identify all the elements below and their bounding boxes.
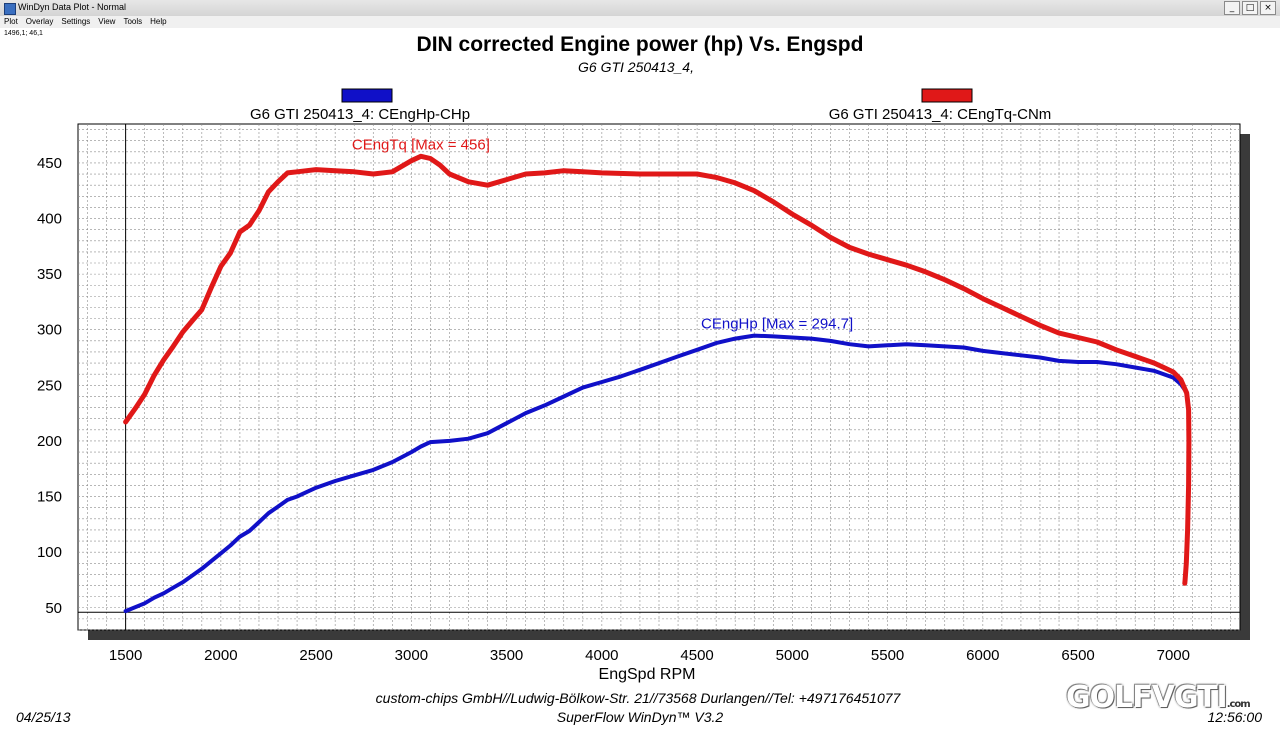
watermark-slash: V — [1151, 680, 1175, 715]
y-tick-label: 250 — [37, 377, 62, 394]
app-icon — [4, 3, 16, 15]
menu-bar: Plot Overlay Settings View Tools Help — [0, 16, 1280, 28]
series-line-tq — [123, 153, 1192, 586]
x-axis-label: EngSpd RPM — [599, 666, 696, 683]
x-tick-label: 5500 — [871, 647, 904, 664]
x-tick-label: 1500 — [109, 647, 142, 664]
series-annotations: CEngHp [Max = 294.7] CEngTq [Max = 456] — [352, 137, 853, 333]
x-tick-label: 6000 — [966, 647, 999, 664]
y-tick-label: 200 — [37, 433, 62, 450]
watermark-golf: GOLF — [1066, 680, 1153, 715]
menu-view[interactable]: View — [98, 17, 116, 26]
x-tick-label: 3500 — [490, 647, 523, 664]
annotation-hp-max: CEngHp [Max = 294.7] — [701, 316, 853, 333]
y-tick-label: 450 — [37, 155, 62, 172]
footer-company: custom-chips GmbH//Ludwig-Bölkow-Str. 21… — [376, 690, 902, 706]
x-tick-label: 6500 — [1061, 647, 1094, 664]
x-tick-label: 4000 — [585, 647, 618, 664]
cursor-coordinate-readout: 1496,1; 46,1 — [4, 30, 43, 37]
series-line-hp — [123, 333, 1189, 614]
y-tick-label: 100 — [37, 544, 62, 561]
watermark-brand: GTI — [1173, 680, 1228, 715]
x-tick-label: 2000 — [204, 647, 237, 664]
x-tick-label: 5000 — [776, 647, 809, 664]
footer-software: SuperFlow WinDyn™ V3.2 — [557, 709, 724, 725]
legend-swatch-tq — [921, 88, 973, 103]
x-tick-label: 3000 — [395, 647, 428, 664]
maximize-button[interactable]: □ — [1242, 1, 1258, 15]
chart-title: DIN corrected Engine power (hp) Vs. Engs… — [417, 33, 864, 56]
annotation-tq-max: CEngTq [Max = 456] — [352, 137, 490, 154]
x-tick-label: 2500 — [299, 647, 332, 664]
y-tick-label: 300 — [37, 322, 62, 339]
grid-lines — [78, 124, 1240, 631]
x-tick-labels: 1500 2000 2500 3000 3500 4000 4500 5000 5500 6000… — [109, 647, 1190, 664]
x-tick-label: 4500 — [680, 647, 713, 664]
footer-date: 04/25/13 — [16, 709, 71, 725]
legend-swatch-hp — [341, 88, 393, 103]
chart-subtitle: G6 GTI 250413_4, — [578, 59, 694, 75]
y-tick-label: 50 — [45, 600, 62, 617]
y-tick-label: 400 — [37, 211, 62, 228]
close-button[interactable]: × — [1260, 1, 1276, 15]
y-tick-label: 150 — [37, 489, 62, 506]
series-lines — [123, 153, 1192, 614]
footer-time: 12:56:00 — [1208, 709, 1263, 725]
window-controls: _ □ × — [1224, 1, 1276, 15]
golfgti-watermark: GOLFVGTI.com — [1066, 680, 1251, 715]
menu-help[interactable]: Help — [150, 17, 167, 26]
y-tick-labels: 50 100 150 200 250 300 350 400 450 — [37, 155, 62, 617]
x-tick-label: 7000 — [1157, 647, 1190, 664]
y-tick-label: 350 — [37, 266, 62, 283]
legend-label-hp: G6 GTI 250413_4: CEngHp-CHp — [250, 106, 470, 123]
minimize-button[interactable]: _ — [1224, 1, 1240, 15]
menu-plot[interactable]: Plot — [4, 17, 18, 26]
window-title: WinDyn Data Plot - Normal — [18, 2, 127, 12]
menu-overlay[interactable]: Overlay — [25, 17, 54, 26]
watermark-domain: .com — [1226, 699, 1251, 710]
menu-tools[interactable]: Tools — [123, 17, 143, 26]
menu-settings[interactable]: Settings — [61, 17, 91, 26]
legend-label-tq: G6 GTI 250413_4: CEngTq-CNm — [829, 106, 1052, 123]
